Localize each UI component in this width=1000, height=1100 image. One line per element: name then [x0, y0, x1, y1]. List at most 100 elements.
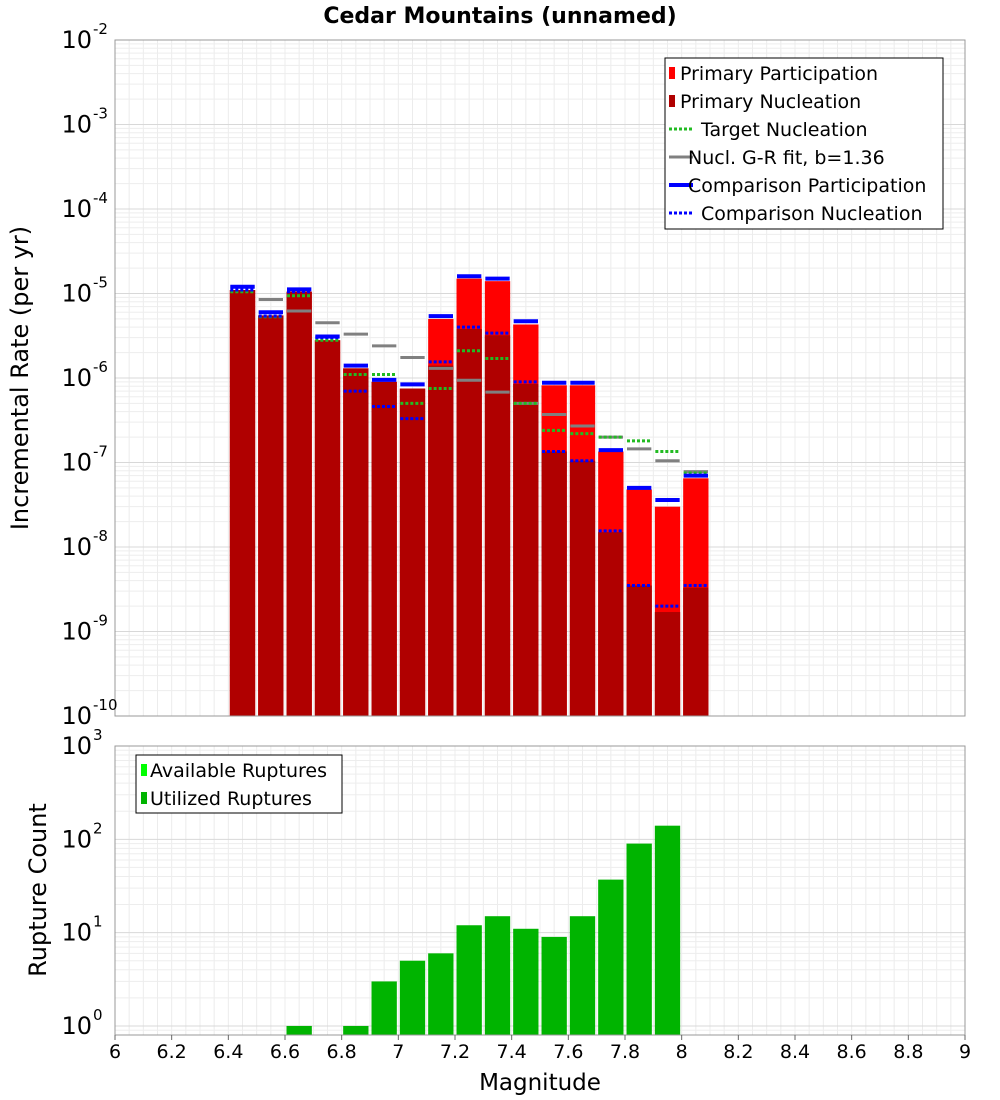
- legend-label: Primary Participation: [680, 63, 878, 85]
- top-lines: [230, 274, 708, 608]
- x-tick-label: 8.2: [723, 1041, 753, 1063]
- nucleation-bar: [484, 335, 511, 716]
- y-tick-label: 10: [61, 364, 92, 392]
- nucleation-bar: [541, 451, 567, 716]
- y-tick-exponent: -10: [93, 696, 118, 714]
- bottom-plot-frame: [114, 745, 966, 1036]
- x-tick-label: 9: [959, 1041, 971, 1063]
- x-tick-label: 8: [676, 1041, 688, 1063]
- y-tick-label: 10: [61, 618, 92, 646]
- top-y-axis-label: Incremental Rate (per yr): [6, 226, 34, 530]
- x-tick-label: 8.8: [893, 1041, 923, 1063]
- top-bars: [229, 278, 709, 716]
- rupture-count-bar: [626, 843, 652, 1035]
- nucleation-bar: [229, 290, 256, 716]
- legend-label: Utilized Ruptures: [150, 788, 312, 810]
- y-tick-exponent: 2: [93, 819, 103, 837]
- y-tick-exponent: -9: [93, 612, 108, 630]
- x-tick-label: 7.4: [497, 1041, 527, 1063]
- legend-label: Comparison Nucleation: [701, 203, 923, 225]
- y-tick-label: 10: [61, 280, 92, 308]
- nucleation-bar: [371, 381, 397, 716]
- nucleation-bar: [598, 532, 624, 716]
- x-tick-label: 8.6: [837, 1041, 867, 1063]
- y-tick-label: 10: [61, 919, 92, 947]
- x-tick-label: 7.6: [553, 1041, 583, 1063]
- top-legend: Primary Participation Primary Nucleation T…: [664, 57, 944, 230]
- legend-label: Target Nucleation: [700, 119, 868, 141]
- rupture-count-bar: [343, 1025, 369, 1035]
- rupture-count-bar: [569, 916, 596, 1035]
- x-tick-label: 6.4: [213, 1041, 243, 1063]
- y-tick-exponent: -3: [93, 105, 108, 123]
- legend-label: Available Ruptures: [150, 760, 327, 782]
- rupture-count-bar: [598, 879, 624, 1035]
- rupture-count-bar: [484, 916, 511, 1035]
- x-tick-label: 6.6: [270, 1041, 300, 1063]
- rupture-count-bar: [371, 981, 397, 1035]
- y-tick-exponent: -2: [93, 20, 108, 38]
- y-tick-exponent: -5: [93, 274, 108, 292]
- legend-label: Nucl. G-R fit, b=1.36: [688, 147, 885, 169]
- y-tick-exponent: -7: [93, 443, 108, 461]
- chart-title: Cedar Mountains (unnamed): [323, 4, 676, 29]
- y-tick-label: 10: [61, 702, 92, 730]
- bottom-y-axis-label: Rupture Count: [24, 803, 52, 977]
- y-tick-exponent: -8: [93, 527, 108, 545]
- top-grid: [114, 39, 966, 717]
- rupture-count-bar: [399, 960, 426, 1035]
- y-tick-label: 10: [61, 111, 92, 139]
- nucleation-bar: [569, 460, 596, 716]
- rupture-count-bar: [513, 928, 539, 1035]
- nucleation-bar: [456, 329, 482, 716]
- x-tick-label: 7.2: [440, 1041, 470, 1063]
- x-axis-label: Magnitude: [479, 1070, 601, 1096]
- nucleation-bar: [258, 315, 284, 716]
- legend-swatch: [669, 67, 675, 79]
- nucleation-bar: [343, 368, 369, 716]
- legend-box: [664, 57, 944, 230]
- nucleation-bar: [399, 388, 426, 716]
- bottom-grid: [114, 745, 966, 1036]
- legend-swatch: [141, 764, 147, 776]
- x-tick-label: 6.8: [327, 1041, 357, 1063]
- legend-label: Primary Nucleation: [680, 91, 861, 113]
- y-tick-label: 10: [61, 195, 92, 223]
- bottom-legend: Available Ruptures Utilized Ruptures: [135, 754, 343, 814]
- nucleation-bar: [626, 585, 652, 716]
- y-tick-label: 10: [61, 533, 92, 561]
- x-tick-label: 8.4: [780, 1041, 810, 1063]
- top-plot-frame: [114, 39, 966, 717]
- y-tick-label: 10: [61, 825, 92, 853]
- nucleation-bar: [683, 587, 709, 716]
- nucleation-bar: [314, 340, 341, 716]
- x-tick-label: 7: [392, 1041, 404, 1063]
- rupture-count-bar: [428, 953, 454, 1035]
- x-ticks: 6 6.2 6.4 6.6 6.8 7 7.2 7.4 7.6 7.8 8 8.2 8.4 8.6 8.8 9: [109, 1035, 971, 1063]
- legend-swatch: [141, 792, 147, 804]
- rupture-count-bar: [286, 1025, 312, 1035]
- y-tick-exponent: -6: [93, 358, 108, 376]
- y-tick-label: 10: [61, 26, 92, 54]
- y-tick-label: 10: [61, 449, 92, 477]
- bottom-bars: [286, 825, 681, 1035]
- y-tick-label: 10: [61, 1012, 92, 1040]
- y-tick-label: 10: [61, 732, 92, 760]
- nucleation-bar: [654, 612, 681, 716]
- nucleation-bar: [513, 383, 539, 716]
- rupture-count-bar: [541, 936, 567, 1035]
- y-tick-exponent: 1: [93, 913, 103, 931]
- nucleation-bar: [428, 365, 454, 716]
- legend-box: [135, 754, 343, 814]
- legend-swatch: [669, 95, 675, 107]
- rupture-count-bar: [654, 825, 681, 1035]
- y-tick-exponent: 3: [93, 726, 103, 744]
- nucleation-bar: [286, 291, 312, 716]
- rupture-count-bar: [456, 925, 482, 1035]
- y-tick-exponent: 0: [93, 1006, 103, 1024]
- y-tick-exponent: -4: [93, 189, 108, 207]
- x-tick-label: 7.8: [610, 1041, 640, 1063]
